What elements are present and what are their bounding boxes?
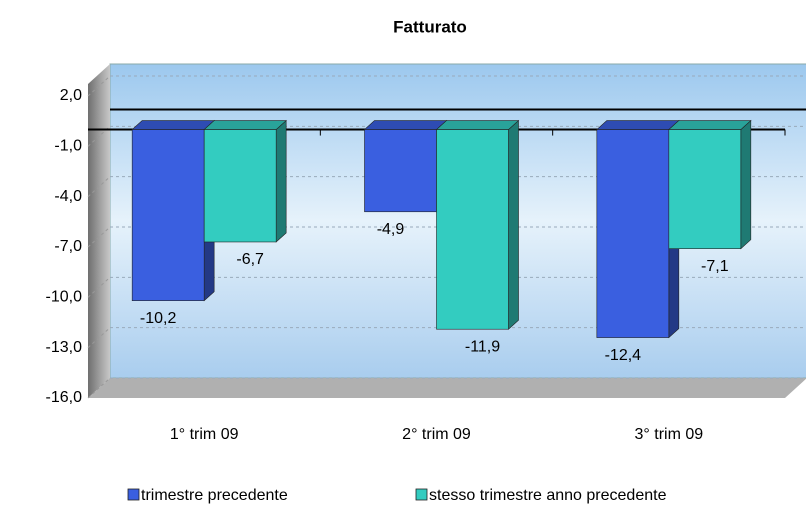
grid-line [87, 327, 111, 349]
value-label: -7,1 [701, 258, 729, 275]
grid-line [87, 377, 111, 399]
y-tick-label: -1,0 [54, 138, 82, 155]
side-wall [88, 64, 110, 398]
bar [131, 129, 205, 301]
bar-top [668, 120, 752, 130]
grid-line [87, 276, 111, 298]
bar [436, 129, 509, 330]
bar-side [508, 119, 519, 330]
y-tick-label: -10,0 [46, 289, 83, 306]
bar [668, 129, 742, 249]
legend-swatch [127, 488, 140, 501]
value-label: -10,2 [140, 310, 177, 327]
bar-side [275, 119, 287, 243]
floor [88, 378, 806, 398]
chart-title: Fatturato [393, 17, 467, 36]
legend-swatch [415, 488, 428, 501]
value-label: -6,7 [236, 251, 264, 268]
y-tick-label: -16,0 [46, 389, 83, 406]
bar-top [363, 120, 448, 130]
legend-label: trimestre precedente [141, 487, 288, 504]
legend-label: stesso trimestre anno precedente [429, 487, 667, 504]
y-tick-label: -4,0 [54, 188, 82, 205]
bar-top [435, 120, 520, 130]
y-tick-label: -7,0 [54, 238, 82, 255]
y-tick-label: -13,0 [46, 339, 83, 356]
bar [596, 129, 670, 338]
bar-top [596, 120, 680, 130]
grid-line [87, 75, 111, 97]
x-tick-label: 1° trim 09 [170, 426, 239, 443]
bar-side [740, 119, 752, 250]
y-tick-label: 2,0 [60, 87, 82, 104]
bar [203, 129, 277, 243]
bar-top [203, 120, 287, 130]
value-label: -4,9 [377, 221, 405, 238]
x-tick-label: 2° trim 09 [402, 426, 471, 443]
grid-line [87, 226, 111, 248]
grid-line [87, 176, 111, 198]
value-label: -11,9 [465, 338, 500, 355]
x-tick-label: 3° trim 09 [635, 426, 704, 443]
bar [364, 129, 437, 213]
bar-top [131, 120, 215, 130]
value-label: -12,4 [605, 347, 642, 364]
